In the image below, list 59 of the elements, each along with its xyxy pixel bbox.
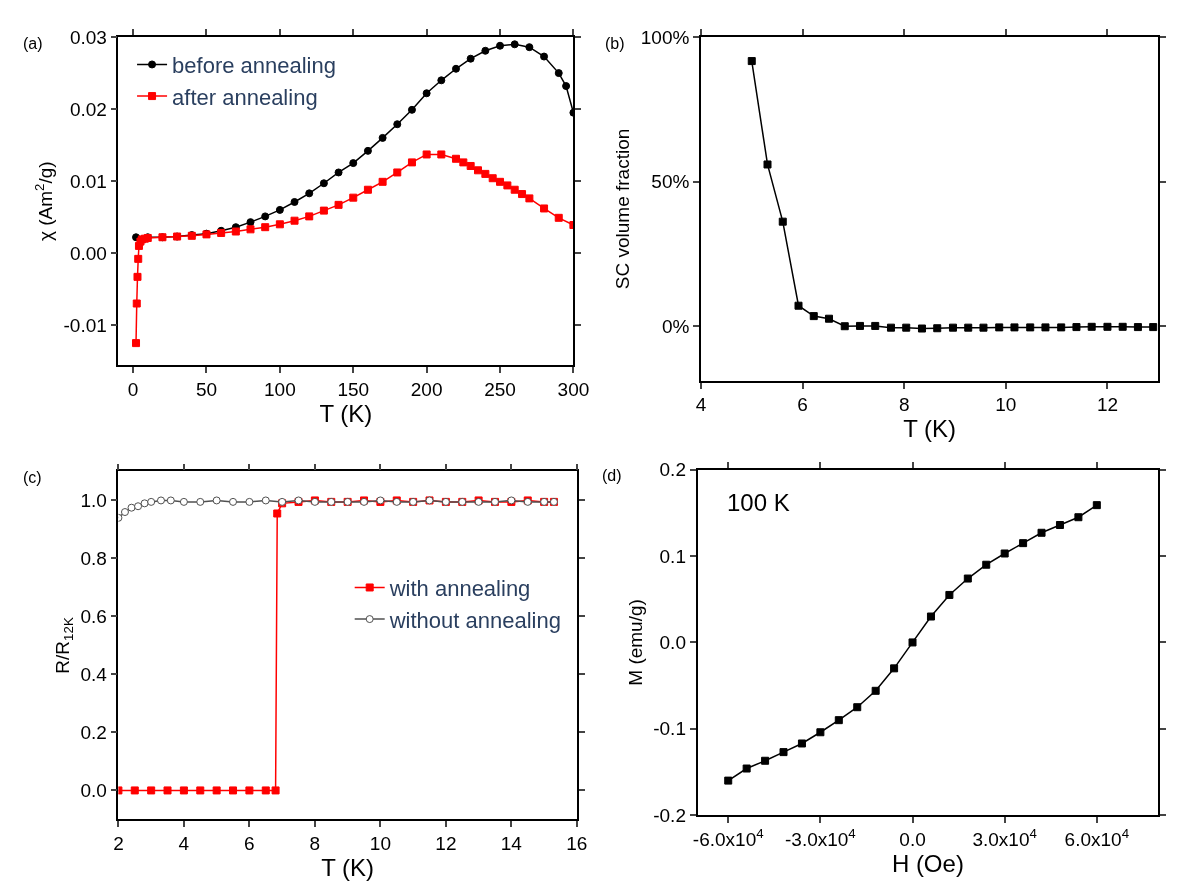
x-tick-label: 6 <box>797 394 808 416</box>
x-tick-label: 250 <box>484 378 516 400</box>
x-tick-label: 6 <box>244 832 255 854</box>
x-axis-title: T (K) <box>321 853 375 881</box>
x-tick-label: 3.0x10$^{4}$ <box>972 825 1037 850</box>
legend-label: without annealing <box>388 607 561 633</box>
x-tick-label: -6.0x10$^{4}$ <box>692 825 764 850</box>
x-tick-label: 12 <box>435 832 457 854</box>
y-tick-label: 100% <box>640 26 690 48</box>
y-tick-label: 0.8 <box>80 548 107 570</box>
y-tick-label: 0.00 <box>69 242 107 264</box>
x-tick-label: -3.0x10$^{4}$ <box>784 825 856 850</box>
x-tick-label: 8 <box>309 832 321 854</box>
x-axis-title: T (K) <box>903 415 957 443</box>
y-axis-title: SC volume fraction <box>612 128 634 290</box>
x-tick-label: 4 <box>695 394 707 416</box>
text: (a) <box>23 35 43 52</box>
annotation: 100 K <box>727 489 790 516</box>
x-tick-label: 14 <box>500 832 523 854</box>
y-tick-label: -0.2 <box>653 804 686 826</box>
x-tick-label: 6.0x10$^{4}$ <box>1064 825 1130 850</box>
y-axis-title: M (emu/g) <box>624 599 646 686</box>
y-tick-label: 0.02 <box>69 98 107 120</box>
y-tick-label: 0.01 <box>69 170 107 192</box>
y-tick-label: 0.4 <box>80 664 108 686</box>
y-tick-label: 0.0 <box>80 780 107 802</box>
x-tick-label: 16 <box>566 832 588 854</box>
y-tick-label: 0.0 <box>659 632 686 654</box>
text: (c) <box>23 469 42 486</box>
y-tick-label: 0.6 <box>80 606 107 628</box>
y-tick-label: 0.2 <box>659 459 686 481</box>
x-axis-title: H (Oe) <box>891 849 964 877</box>
legend-label: with annealing <box>388 576 531 602</box>
x-tick-label: 8 <box>898 394 910 416</box>
x-tick-label: 0 <box>127 378 139 400</box>
x-tick-label: 300 <box>557 378 590 400</box>
x-tick-label: 12 <box>1096 394 1119 416</box>
y-tick-label: 0.1 <box>659 545 686 567</box>
x-axis-title: T (K) <box>319 399 373 427</box>
y-tick-label: 50% <box>651 171 690 193</box>
x-tick-label: 10 <box>995 394 1017 416</box>
y-tick-label: -0.1 <box>653 718 686 740</box>
y-tick-label: 1.0 <box>80 490 107 512</box>
legend-label: after annealing <box>172 84 318 110</box>
x-tick-label: 10 <box>369 832 391 854</box>
y-tick-label: 0.03 <box>69 26 107 48</box>
x-tick-label: 0.0 <box>899 828 926 850</box>
x-tick-label: 200 <box>410 378 443 400</box>
x-tick-label: 4 <box>178 832 190 854</box>
text: (b) <box>605 35 625 52</box>
y-tick-label: -0.01 <box>63 314 107 336</box>
y-tick-label: 0% <box>661 315 690 337</box>
x-tick-label: 50 <box>195 378 218 400</box>
x-tick-label: 100 <box>264 378 296 400</box>
x-tick-label: 150 <box>337 378 370 400</box>
legend-label: before annealing <box>172 53 336 79</box>
text: (d) <box>602 467 622 484</box>
x-tick-label: 2 <box>113 832 124 854</box>
y-tick-label: 0.2 <box>80 722 107 744</box>
